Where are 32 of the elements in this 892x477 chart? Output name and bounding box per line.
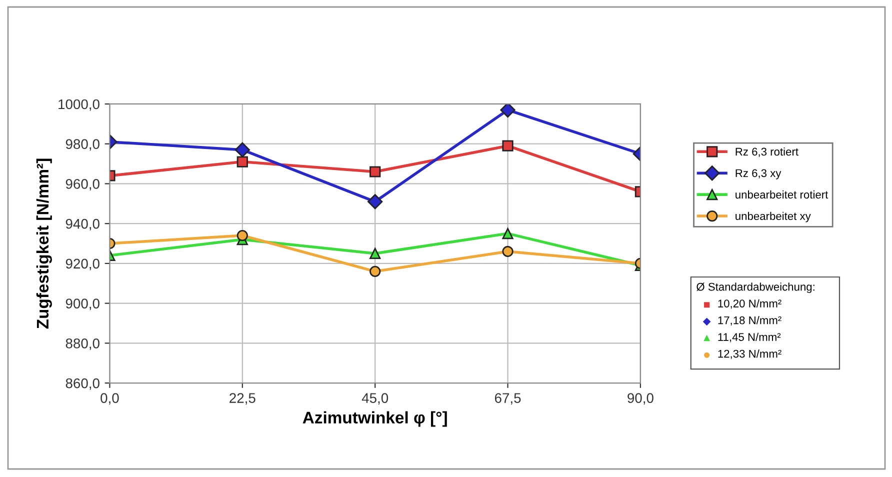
x-tick-label: 90,0	[628, 393, 654, 405]
text: Ø Standardabweichung:	[696, 282, 814, 293]
x-axis-title: Azimutwinkel φ [°]	[302, 411, 447, 427]
text: 17,18 N/mm²	[718, 316, 782, 326]
y-axis-title: Zugfestigkeit [N/mm²]	[36, 158, 52, 329]
y-tick-label: 900,0	[66, 298, 100, 310]
text: 12,33 N/mm²	[718, 350, 782, 360]
x-tick-label: 22,5	[230, 393, 256, 405]
point	[502, 228, 514, 240]
point	[370, 248, 381, 260]
x-tick-label: 45,0	[362, 393, 388, 405]
point	[502, 140, 514, 152]
x-tick-label: 0,0	[100, 393, 119, 405]
y-tick-label: 960,0	[66, 179, 100, 191]
legend-label: Rz 6,3 rotiert	[736, 147, 798, 157]
point	[502, 246, 514, 258]
point	[368, 194, 383, 210]
y-tick-label: 940,0	[66, 218, 100, 230]
legend-label: Rz 6,3 xy	[736, 169, 782, 180]
point	[370, 166, 381, 178]
text: 10,20 N/mm²	[718, 299, 782, 309]
point	[500, 104, 516, 118]
point	[370, 266, 381, 277]
x-tick-label: 67,5	[494, 393, 521, 405]
legend-label: unbearbeitet xy	[736, 212, 811, 222]
y-tick-label: 980,0	[66, 139, 100, 151]
y-tick-label: 860,0	[66, 378, 100, 390]
legend-label: unbearbeitet rotiert	[736, 190, 828, 199]
y-tick-label: 880,0	[66, 338, 100, 350]
text: 11,45 N/mm²	[718, 332, 781, 342]
y-tick-label: 1000,0	[58, 99, 100, 111]
y-tick-label: 920,0	[66, 258, 100, 270]
